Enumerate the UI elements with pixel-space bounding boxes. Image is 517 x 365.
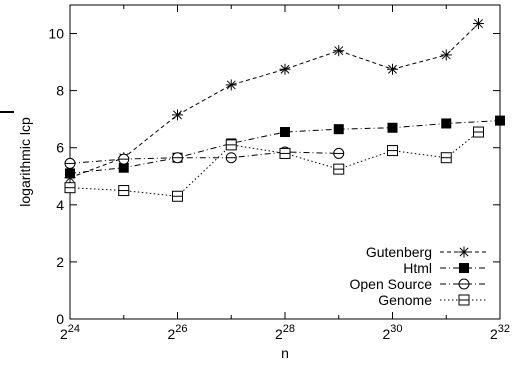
data-point-gutenberg [473,18,484,30]
data-point-html [333,124,344,135]
x-tick-base: 2 [167,326,175,342]
x-tick-exponent: 30 [390,323,402,335]
series-line-open-source [69,151,339,164]
data-point-open-source [118,153,130,165]
data-point-gutenberg [440,49,452,61]
data-point-genome [64,182,76,194]
x-tick-base: 2 [275,326,283,342]
x-tick-base: 2 [490,326,498,342]
data-point-html [495,115,505,126]
legend-marker [458,246,470,258]
y-tick-label: 8 [56,83,64,99]
y-tick-label: 10 [48,26,64,42]
data-point-gutenberg [279,63,291,75]
series [64,18,505,202]
x-tick-label: 226 [167,323,187,342]
legend-item-genome: Genome [378,292,488,308]
y-tick-label: 2 [56,254,64,270]
data-point-html [118,162,129,173]
x-tick-exponent: 26 [175,323,187,335]
x-tick-base: 2 [60,326,68,342]
data-point-html [280,127,290,138]
data-point-genome [172,190,183,202]
x-tick-label: 224 [60,323,80,342]
data-point-html [387,122,398,133]
data-point-genome [279,147,291,159]
x-tick-exponent: 32 [498,323,510,335]
plot-frame [69,4,501,320]
legend-label: Gutenberg [366,244,432,260]
x-tick-base: 2 [382,326,390,342]
legend-marker [458,278,470,290]
y-tick-label: 6 [56,140,64,156]
x-tick-label: 230 [382,323,402,342]
legend-item-gutenberg: Gutenberg [366,244,488,260]
x-tick-label: 232 [490,323,510,342]
data-point-genome [225,139,237,151]
legend-label: Genome [378,292,432,308]
series-open-source [64,146,345,169]
legend-marker [459,263,469,273]
legend-item-open-source: Open Source [350,276,488,292]
x-tick-exponent: 28 [283,323,295,335]
x-tick-exponent: 24 [68,323,80,335]
data-point-gutenberg [333,45,345,57]
data-point-genome [333,163,345,175]
series-line-gutenberg [69,23,479,179]
data-point-html [441,118,452,129]
data-point-gutenberg [387,63,398,75]
data-point-genome [440,152,452,164]
x-axis-label: n [281,345,289,361]
data-point-html [65,168,75,179]
data-point-open-source [172,152,183,164]
data-point-genome [387,145,398,157]
data-point-gutenberg [172,109,183,121]
data-point-open-source [64,157,76,169]
y-axis-label: logarithmic lcp [17,117,33,207]
data-point-gutenberg [225,79,237,91]
y-tick-label: 0 [56,311,64,327]
series-line-genome [69,131,479,197]
legend-marker [458,294,470,306]
data-point-genome [118,185,130,197]
data-point-genome [473,126,484,138]
data-point-open-source [333,147,345,159]
x-tick-label: 228 [275,323,295,342]
legend-label: Open Source [350,276,433,292]
data-point-open-source [225,152,237,164]
y-tick-label: 4 [56,197,64,213]
legend-item-html: Html [403,260,488,276]
series-genome [64,126,484,202]
legend-label: Html [403,260,432,276]
